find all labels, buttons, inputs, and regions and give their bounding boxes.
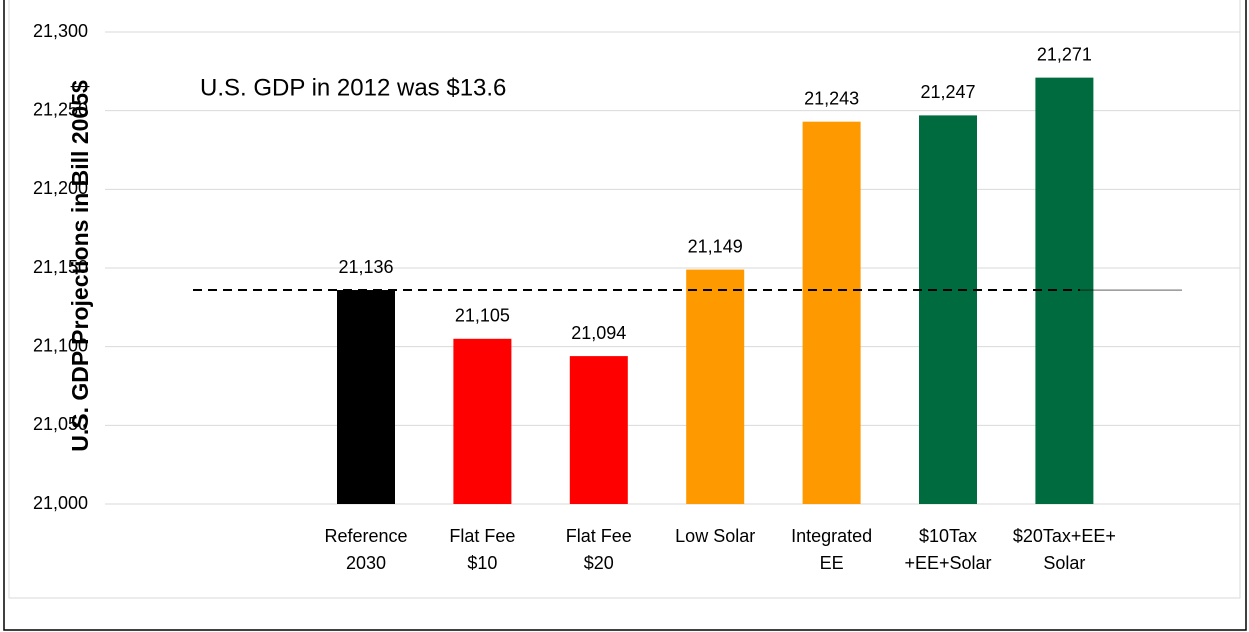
x-tick-label-line: $10Tax [919,526,977,546]
value-label: 21,094 [571,323,626,343]
bar [337,290,395,504]
value-label: 21,271 [1037,44,1092,64]
x-tick-label-line: $10 [467,553,497,573]
x-tick-label: $20Tax+EE+ Solar [1013,526,1116,573]
x-tick-label: Flat Fee $10 [449,526,515,573]
value-label: 21,136 [338,257,393,277]
bar [569,356,628,504]
value-label: 21,247 [920,82,975,102]
x-tick-label-line: EE [820,553,844,573]
x-tick-label-line: Low Solar [675,526,755,546]
x-tick-label-line: $20Tax+EE+ [1013,526,1116,546]
x-tick-label-line: Solar [1043,553,1085,573]
x-tick-label: Low Solar [675,526,755,546]
bar [453,338,512,504]
y-tick-label: 21,300 [33,21,88,41]
y-tick-label: 21,100 [33,335,88,355]
x-tick-label-line: +EE+Solar [904,553,991,573]
y-tick-label: 21,000 [33,493,88,513]
x-tick-label: Reference 2030 [324,526,407,573]
x-tick-label-line: Reference [324,526,407,546]
value-label: 21,105 [455,306,510,326]
x-tick-label: Integrated EE [791,526,872,573]
x-tick-label: Flat Fee $20 [566,526,632,573]
bar [919,115,977,505]
bar [802,121,861,505]
x-tick-label-line: Flat Fee [449,526,515,546]
x-tick-label-line: Flat Fee [566,526,632,546]
x-tick-label-line: $20 [584,553,614,573]
y-tick-label: 21,150 [33,257,88,277]
x-tick-label-line: Integrated [791,526,872,546]
value-label: 21,243 [804,88,859,108]
value-label: 21,149 [688,236,743,256]
annotation: U.S. GDP in 2012 was $13.6 [200,74,506,101]
y-tick-label: 21,050 [33,414,88,434]
x-tick-label: $10Tax +EE+Solar [904,526,991,573]
bar [686,269,745,504]
y-axis-label: U.S. GDP Projections in Bill 2005$ [67,80,93,452]
chart-border [8,0,1241,599]
y-tick-label: 21,200 [33,178,88,198]
y-tick-label: 21,250 [33,99,88,119]
x-tick-label-line: 2030 [346,553,386,573]
outer-border [3,0,1247,631]
